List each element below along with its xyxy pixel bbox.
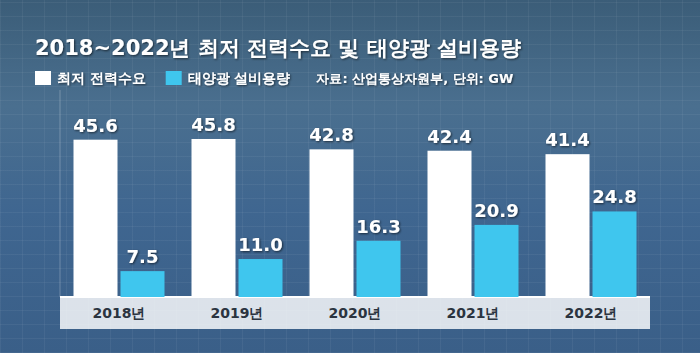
- x-tick-label: 2019년: [211, 305, 264, 321]
- legend-label: 최저 전력수요: [57, 70, 146, 86]
- chart-svg: 2018~2022년 최저 전력수요 및 태양광 설비용량최저 전력수요 태양광 …: [0, 0, 700, 353]
- bar: [310, 149, 354, 297]
- data-label: 20.9: [474, 200, 518, 221]
- source-note: 자료: 산업통상자원부, 단위: GW: [316, 71, 513, 86]
- data-label: 11.0: [238, 234, 282, 255]
- x-axis-band: [60, 297, 650, 329]
- data-label: 24.8: [592, 186, 636, 207]
- data-labels: 45.6 7.5 45.8 11.0 42.8 16.3 42.4 20.9 41.4 24.8: [73, 114, 636, 267]
- data-label: 41.4: [545, 129, 589, 150]
- bar: [74, 140, 118, 297]
- legend-swatch: [35, 71, 51, 85]
- legend-label: 태양광 설비용량: [188, 70, 291, 86]
- data-label: 7.5: [127, 246, 159, 267]
- bar: [428, 151, 472, 297]
- x-tick-label: 2022년: [565, 305, 618, 321]
- bar: [239, 259, 283, 297]
- bar: [192, 139, 236, 297]
- bar: [546, 154, 590, 297]
- bars: [74, 139, 637, 297]
- title: 2018~2022년 최저 전력수요 및 태양광 설비용량: [35, 36, 521, 60]
- data-label: 16.3: [356, 216, 400, 237]
- chart-container: 2018~2022년 최저 전력수요 및 태양광 설비용량최저 전력수요 태양광 …: [0, 0, 700, 353]
- data-label: 42.4: [427, 126, 471, 147]
- bar: [593, 211, 637, 297]
- data-label: 45.8: [191, 114, 235, 135]
- bar: [121, 271, 165, 297]
- data-label: 45.6: [73, 115, 117, 136]
- data-label: 42.8: [309, 124, 353, 145]
- bar: [475, 225, 519, 297]
- y-axis-line: [60, 90, 61, 297]
- x-tick-label: 2021년: [447, 305, 500, 321]
- legend-swatch: [166, 71, 182, 85]
- x-tick-label: 2018년: [93, 305, 146, 321]
- bar: [357, 241, 401, 297]
- x-tick-label: 2020년: [329, 305, 382, 321]
